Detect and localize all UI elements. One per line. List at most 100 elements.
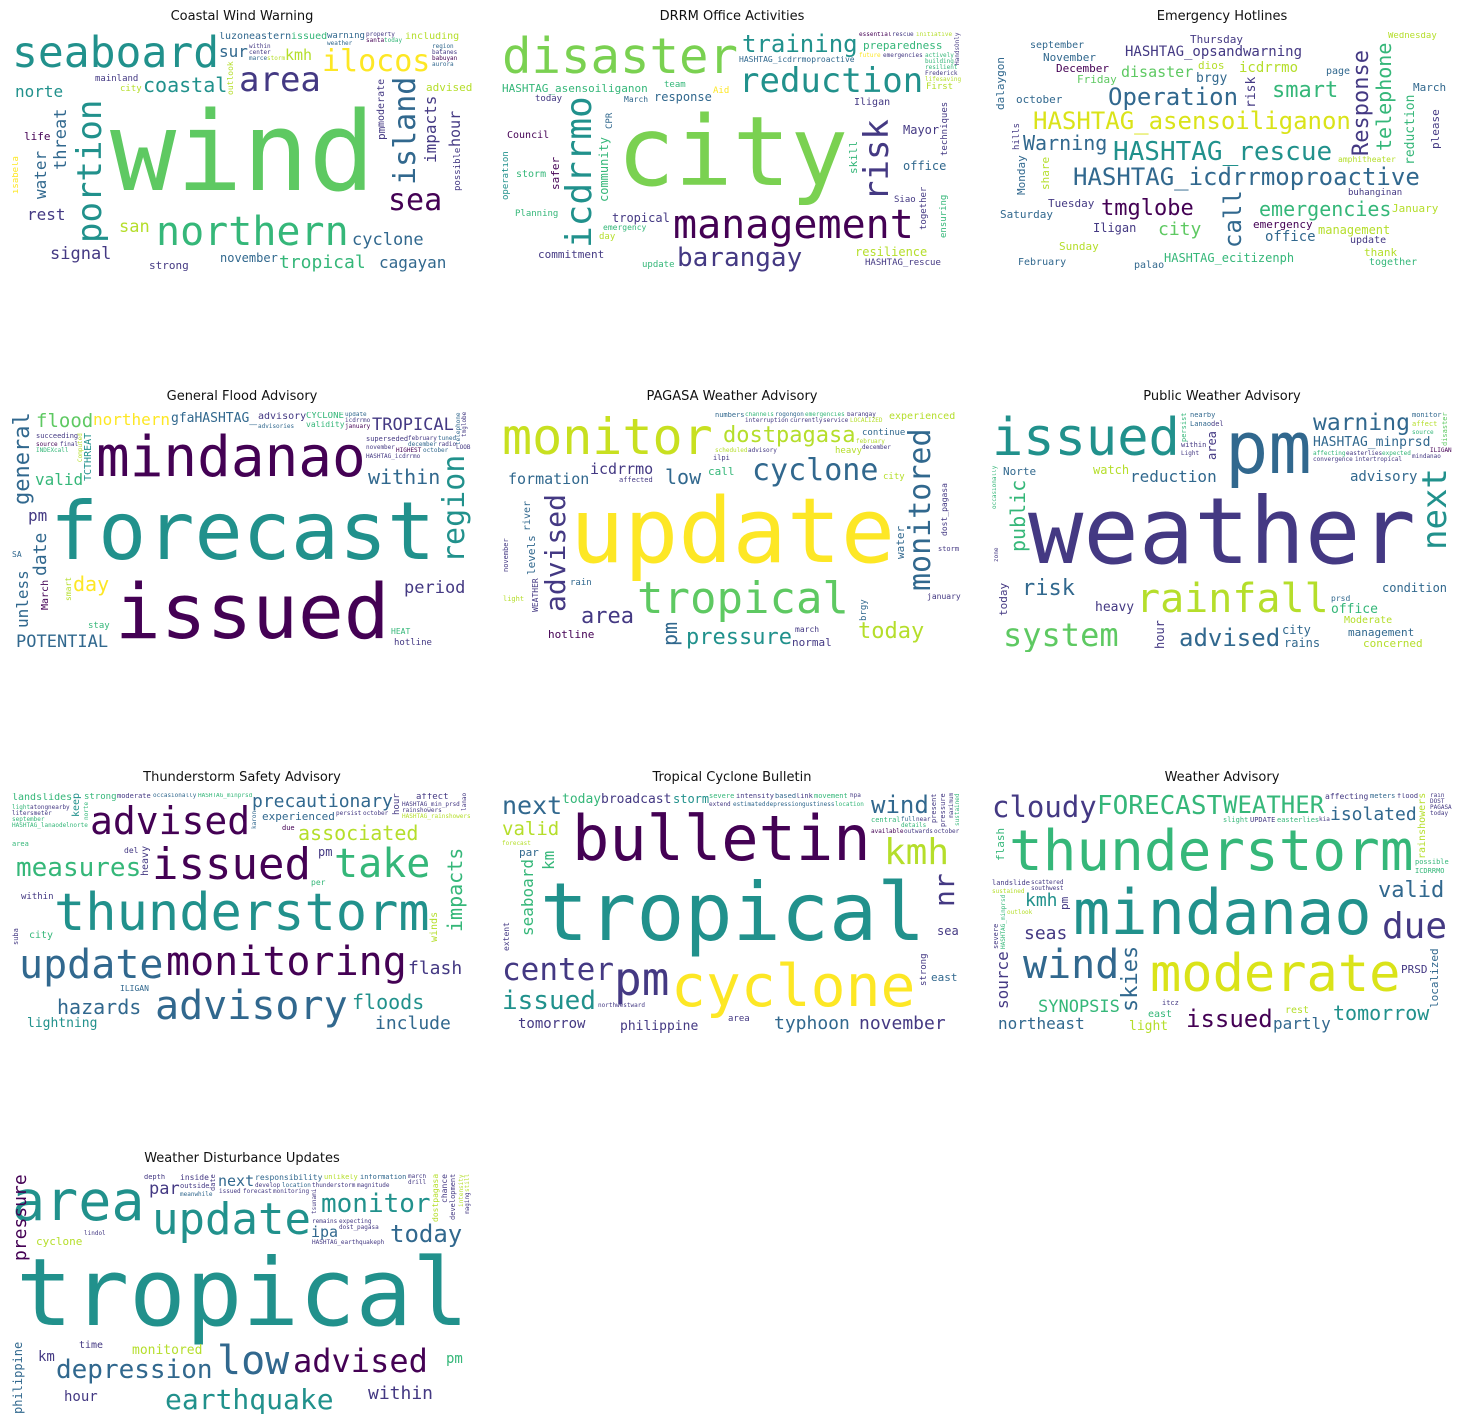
cloud-word: winds xyxy=(429,911,440,942)
cloud-word: hour xyxy=(1153,620,1167,649)
cloud-word: issued xyxy=(291,32,328,42)
cloud-word: date xyxy=(209,1174,217,1191)
cloud-word: city xyxy=(883,472,905,482)
panel-title: Public Weather Advisory xyxy=(1143,389,1301,404)
cloud-word: area xyxy=(1205,431,1219,460)
cloud-word: March xyxy=(624,95,649,104)
cloud-word: HASHTAG_rainshowers xyxy=(402,813,471,820)
word-cloud: weather issued pm rainfall warning next system… xyxy=(992,412,1452,652)
cloud-word: landslide xyxy=(992,879,1030,887)
cloud-word: mindanao xyxy=(96,425,366,490)
cloud-word: office xyxy=(1265,229,1316,245)
cloud-word: per xyxy=(311,878,326,887)
cloud-word: low xyxy=(217,1338,290,1384)
cloud-word: TROPICAL xyxy=(372,415,454,435)
cloud-word: del xyxy=(124,846,139,855)
cloud-word: issued xyxy=(502,986,596,1016)
cloud-word: weather xyxy=(327,40,353,47)
cloud-word: icdrrmo xyxy=(590,460,654,478)
cloud-word: day xyxy=(599,232,616,242)
cloud-word: advisory xyxy=(748,447,777,454)
cloud-word: advisory xyxy=(1350,469,1418,485)
cloud-word: cyclone xyxy=(352,230,424,250)
cloud-word: property xyxy=(366,32,395,38)
cloud-word: santa xyxy=(366,37,385,44)
cloud-word: emergency xyxy=(603,223,647,232)
cloud-word: impacts xyxy=(443,847,467,932)
cloud-word: telephone xyxy=(1372,42,1396,151)
cloud-word: september xyxy=(12,816,45,823)
cloud-word: monitored xyxy=(132,1343,203,1358)
cloud-word: storm xyxy=(938,545,960,553)
cloud-word: dost_pagasa xyxy=(940,483,949,536)
cloud-word: water xyxy=(894,525,907,559)
cloud-word: eastern xyxy=(249,32,292,42)
cloud-word: ilocos xyxy=(322,44,431,79)
cloud-word: LOOB xyxy=(456,444,471,451)
cloud-word: pm xyxy=(1225,412,1312,490)
cloud-word: March xyxy=(40,579,51,610)
cloud-word: resilience xyxy=(855,245,928,259)
cloud-word: mainland xyxy=(95,74,139,84)
cloud-word: cagayan xyxy=(379,253,447,272)
cloud-word: January xyxy=(1392,202,1439,215)
cloud-word: commitment xyxy=(538,248,605,261)
cloud-word: pm xyxy=(614,952,670,1006)
cloud-word: city xyxy=(120,84,142,94)
cloud-word: training xyxy=(742,32,858,58)
cloud-word: development xyxy=(449,1174,457,1220)
cloud-word: information xyxy=(360,1174,407,1181)
cloud-word: life xyxy=(24,130,51,143)
cloud-word: kia xyxy=(1319,816,1330,823)
cloud-word: HandsOnly xyxy=(954,32,961,65)
cloud-word: rescue xyxy=(892,32,914,38)
cloud-word: hazards xyxy=(57,995,142,1019)
cloud-word: occasionally xyxy=(153,793,197,799)
cloud-word: based xyxy=(775,793,797,800)
cloud-word: area xyxy=(581,604,634,629)
cloud-word: affecting xyxy=(1313,450,1346,457)
cloud-word: drill xyxy=(408,1179,427,1186)
cloud-word: hour xyxy=(64,1389,98,1405)
cloud-word: future xyxy=(859,52,881,59)
cloud-word: chance xyxy=(440,1174,449,1203)
panel-title: DRRM Office Activities xyxy=(659,9,805,24)
cloud-word: advisories xyxy=(258,423,295,430)
cloud-word: san xyxy=(119,217,150,237)
cloud-word: issued xyxy=(992,412,1180,468)
cloud-word: call xyxy=(54,447,69,454)
cloud-word: lifesaving xyxy=(925,76,962,83)
cloud-word: weather xyxy=(1028,478,1416,585)
cloud-word: amphitheater xyxy=(1338,155,1396,164)
cloud-word: area xyxy=(728,1014,750,1024)
cloud-word: affected xyxy=(619,476,653,484)
cloud-word: january xyxy=(345,423,371,430)
cloud-word: day xyxy=(73,572,110,596)
cloud-word: Frederick xyxy=(925,70,958,77)
cloud-word: center xyxy=(249,49,271,56)
cloud-word: severe xyxy=(709,793,735,800)
cloud-word: Moderate xyxy=(1344,615,1393,626)
cloud-word: city xyxy=(617,96,849,208)
word-cloud: wind seaboard northern portion area island ilo… xyxy=(12,32,472,272)
cloud-word: earthquake xyxy=(165,1383,334,1414)
cloud-word: tmglobe xyxy=(1101,196,1194,221)
cloud-word: estimated xyxy=(733,801,766,808)
cloud-word: strong xyxy=(84,793,117,802)
cloud-word: strong xyxy=(149,259,189,272)
cloud-word: TCTHREAT xyxy=(83,432,94,481)
cloud-word: monitor xyxy=(321,1189,431,1219)
panel-title: Tropical Cyclone Bulletin xyxy=(652,770,812,785)
cloud-word: together xyxy=(1369,257,1418,268)
cloud-word: floods xyxy=(352,990,425,1014)
cloud-word: october xyxy=(363,810,389,817)
cloud-word: disaster xyxy=(502,32,739,85)
cloud-word: emergencies xyxy=(883,52,923,59)
cloud-word: moderate xyxy=(1150,944,1401,1004)
cloud-word: flash xyxy=(994,827,1007,861)
cloud-word: December xyxy=(1056,62,1109,75)
cloud-word: pressure xyxy=(686,625,792,650)
panel-title: Emergency Hotlines xyxy=(1156,9,1288,24)
cloud-word: Lanao xyxy=(1190,420,1212,428)
cloud-word: FORECAST xyxy=(1097,793,1223,821)
